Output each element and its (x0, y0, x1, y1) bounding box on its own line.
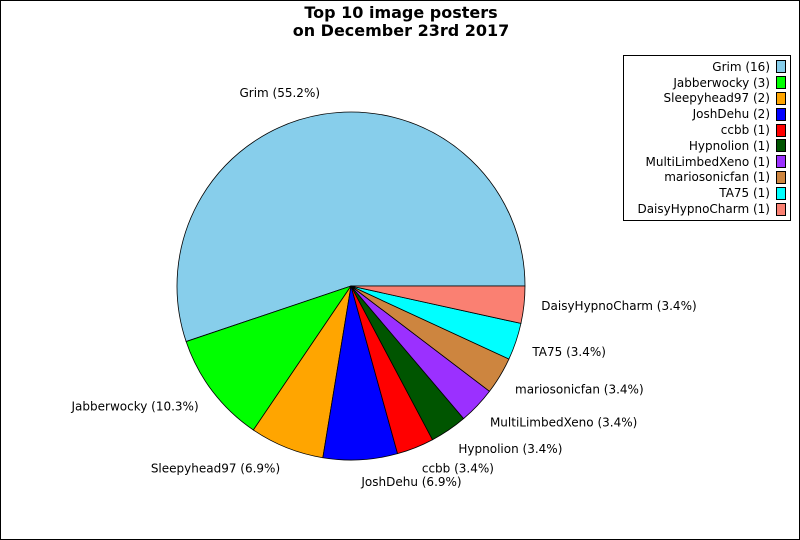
slice-label-mariosonicfan: mariosonicfan (3.4%) (515, 382, 644, 396)
slice-label-ccbb: ccbb (3.4%) (422, 462, 494, 476)
legend-swatch (776, 91, 786, 105)
legend-swatch (776, 123, 786, 137)
legend-entry-daisyhypnocharm: DaisyHypnoCharm (1) (628, 201, 786, 217)
slice-label-sleepyhead97: Sleepyhead97 (6.9%) (151, 462, 280, 476)
legend-entry-joshdehu: JoshDehu (2) (628, 106, 786, 122)
pie-slice-daisyhypnocharm (350, 285, 526, 324)
legend-label: MultiLimbedXeno (1) (645, 154, 770, 169)
legend-entry-mariosonicfan: mariosonicfan (1) (628, 170, 786, 186)
legend: Grim (16) Jabberwocky (3) Sleepyhead97 (2)… (623, 55, 791, 221)
legend-entry-ta75: TA75 (1) (628, 185, 786, 201)
legend-swatch (776, 170, 786, 184)
pie-slice-grim (176, 111, 526, 342)
chart-title: Top 10 image posters on December 23rd 201… (1, 3, 799, 40)
slice-label-grim: Grim (55.2%) (239, 86, 320, 100)
slice-label-jabberwocky: Jabberwocky (10.3%) (71, 400, 199, 414)
legend-swatch (776, 107, 786, 121)
legend-label: Sleepyhead97 (2) (663, 91, 770, 106)
slice-label-daisyhypnocharm: DaisyHypnoCharm (3.4%) (541, 299, 696, 313)
legend-entry-multilimbedxeno: MultiLimbedXeno (1) (628, 154, 786, 170)
chart-title-line: on December 23rd 2017 (292, 21, 510, 40)
legend-entry-ccbb: ccbb (1) (628, 122, 786, 138)
legend-swatch (776, 186, 786, 200)
legend-entry-hypnolion: Hypnolion (1) (628, 138, 786, 154)
legend-label: DaisyHypnoCharm (1) (637, 202, 770, 217)
legend-label: mariosonicfan (1) (664, 170, 770, 185)
legend-swatch (776, 202, 786, 216)
legend-entry-jabberwocky: Jabberwocky (3) (628, 75, 786, 91)
legend-label: ccbb (1) (720, 123, 770, 138)
pie-slice-jabberwocky (185, 285, 352, 431)
chart-title-line: Top 10 image posters (304, 3, 498, 22)
legend-label: Hypnolion (1) (688, 138, 770, 153)
slice-label-multilimbedxeno: MultiLimbedXeno (3.4%) (490, 415, 637, 429)
legend-swatch (776, 139, 786, 153)
slice-label-hypnolion: Hypnolion (3.4%) (458, 442, 562, 456)
slice-label-joshdehu: JoshDehu (6.9%) (360, 475, 461, 489)
legend-entry-sleepyhead97: Sleepyhead97 (2) (628, 91, 786, 107)
legend-entry-grim: Grim (16) (628, 59, 786, 75)
legend-label: TA75 (1) (719, 186, 770, 201)
slice-label-ta75: TA75 (3.4%) (531, 345, 606, 359)
legend-swatch (776, 60, 786, 74)
legend-swatch (776, 155, 786, 169)
legend-label: JoshDehu (2) (692, 107, 770, 122)
legend-label: Jabberwocky (3) (673, 75, 770, 90)
legend-label: Grim (16) (712, 59, 770, 74)
legend-swatch (776, 76, 786, 90)
